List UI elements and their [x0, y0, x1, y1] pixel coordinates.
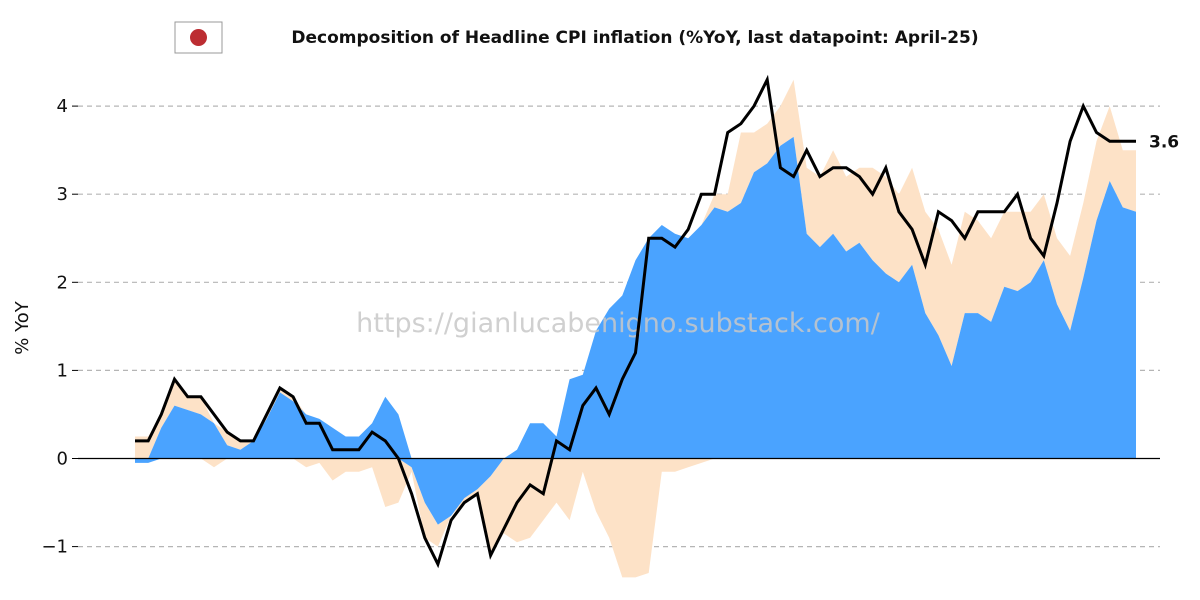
- japan-flag-icon: [174, 21, 223, 54]
- y-tick-label-1: 0: [57, 449, 68, 470]
- y-tick-label-5: 4: [57, 96, 68, 117]
- watermark-text: https://gianlucabenigno.substack.com/: [356, 308, 881, 339]
- y-axis-label: % YoY: [12, 300, 33, 354]
- headline-series: [135, 74, 1136, 569]
- y-tick-label-3: 2: [57, 272, 68, 293]
- component-b-area-positive: [135, 79, 1136, 459]
- last-value-label: 3.6: [1149, 132, 1179, 152]
- y-axis-ticks: −1 0 1 2 3 4: [41, 96, 78, 558]
- y-tick-label-0: −1: [41, 537, 68, 558]
- y-tick-label-2: 1: [57, 360, 68, 381]
- component-b-area-negative: [135, 458, 1136, 578]
- chart-title: Decomposition of Headline CPI inflation …: [291, 28, 978, 48]
- component-a-area-positive: [135, 136, 1136, 459]
- y-tick-label-4: 3: [57, 184, 68, 205]
- headline-cpi-line: [135, 74, 1136, 569]
- stacked-areas: [135, 79, 1136, 578]
